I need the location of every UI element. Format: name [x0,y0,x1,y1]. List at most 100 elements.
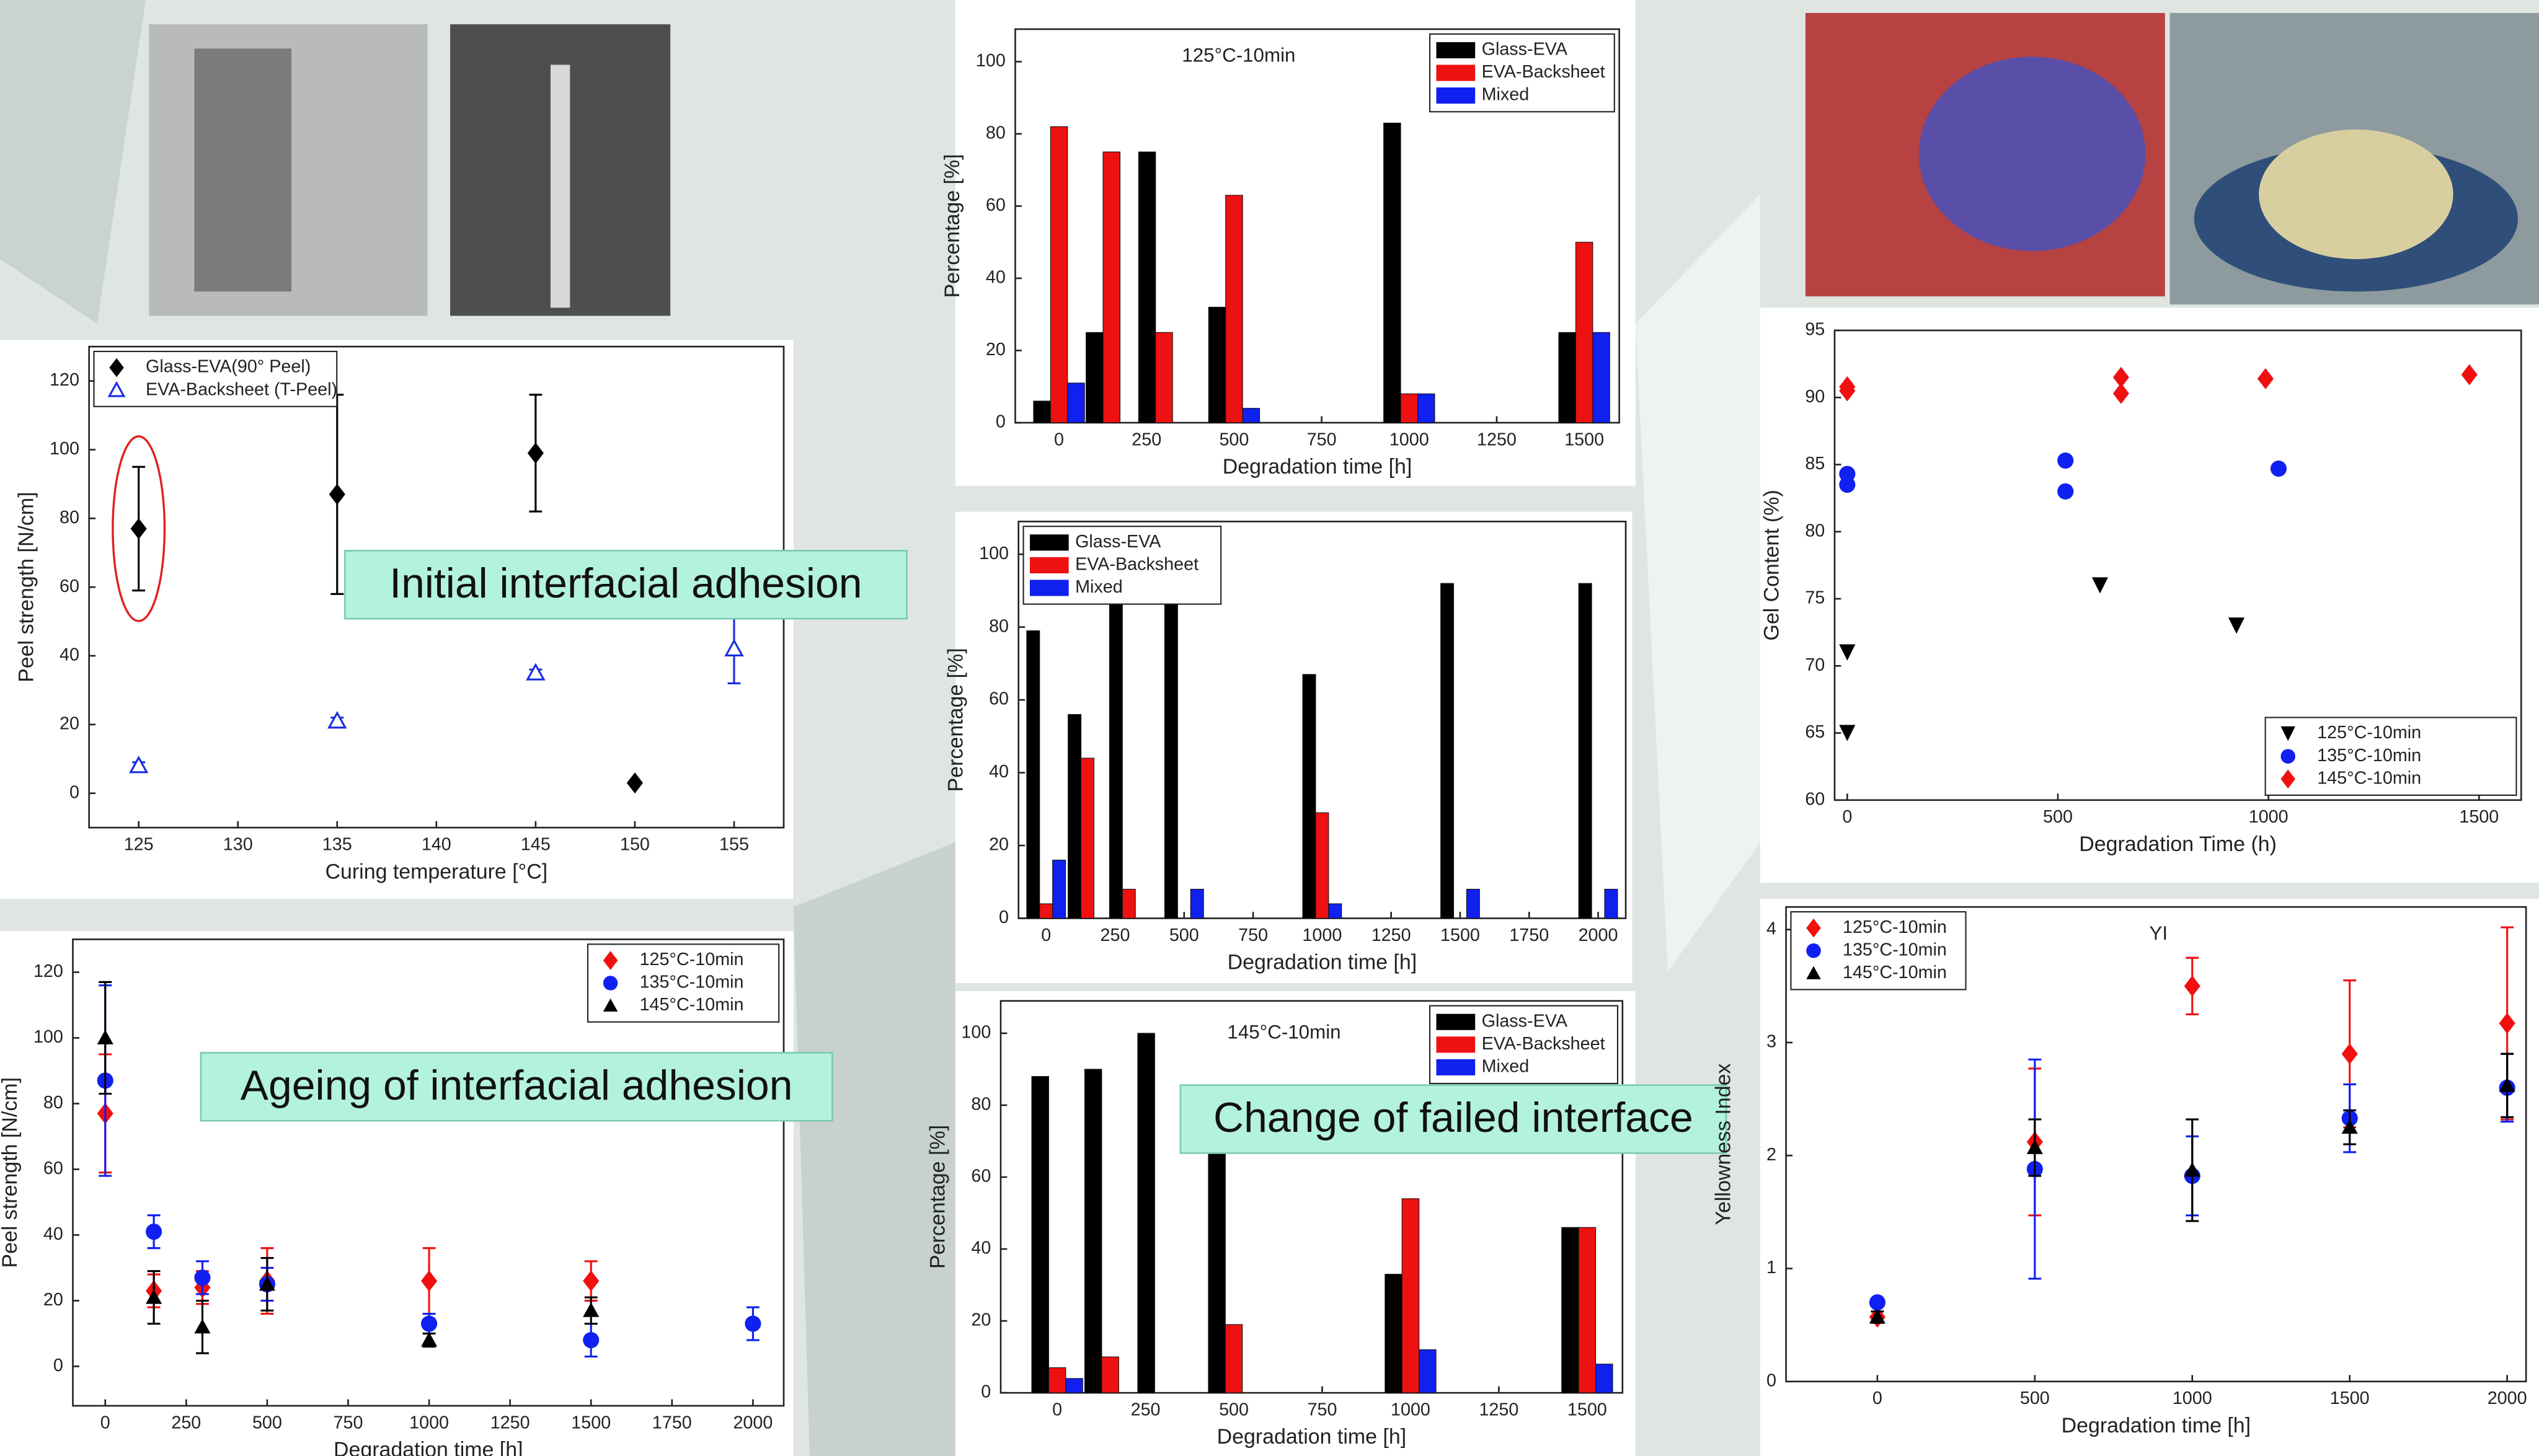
legend-swatch [1436,1036,1475,1052]
legend-label: EVA-Backsheet [1482,62,1605,82]
y-tick-label: 100 [979,544,1009,563]
legend-swatch [1436,42,1475,58]
photo-detail [551,65,570,308]
bar [1050,126,1067,423]
y-tick-label: 80 [989,616,1009,636]
bar [1032,1077,1048,1393]
y-axis-label: Percentage [%] [926,1125,950,1269]
x-tick-label: 1250 [490,1413,530,1432]
bar [1208,1131,1225,1393]
y-tick-label: 0 [981,1382,991,1402]
x-tick-label: 500 [1219,1400,1249,1419]
legend-swatch [1436,65,1475,81]
bar [1109,583,1122,918]
bar [1419,1349,1436,1393]
bar [1562,1227,1579,1393]
legend-label: 145°C-10min [2317,768,2421,788]
y-tick-label: 20 [971,1310,991,1330]
legend-label: Mixed [1482,85,1530,105]
y-tick-label: 40 [971,1238,991,1258]
y-tick-label: 80 [1805,521,1825,540]
x-tick-label: 1000 [409,1413,449,1432]
point [1869,1294,1885,1310]
bar [1068,383,1084,423]
x-tick-label: 1500 [1440,925,1480,945]
legend-swatch [1030,580,1069,596]
legend-label: 125°C-10min [1843,917,1947,937]
x-tick-label: 1250 [1479,1400,1518,1419]
y-tick-label: 40 [60,645,79,665]
x-tick-label: 125 [124,835,154,855]
point [745,1315,761,1331]
bar [1441,583,1454,918]
y-tick-label: 100 [961,1023,991,1043]
legend-label: Glass-EVA [1482,1011,1568,1031]
y-tick-label: 60 [971,1167,991,1186]
slide: 125130135140145150155020406080100120Curi… [0,0,2539,1456]
bar [1579,583,1592,918]
legend-swatch [1030,557,1069,573]
x-tick-label: 1250 [1477,430,1517,449]
bar [1068,715,1081,919]
bar [1190,889,1203,919]
legend-label: Glass-EVA [1075,532,1161,552]
x-tick-label: 750 [1238,925,1268,945]
bar [1086,332,1103,423]
x-tick-label: 250 [171,1413,201,1432]
legend-label: 135°C-10min [640,973,744,992]
legend-label: Glass-EVA(90° Peel) [146,357,311,377]
y-tick-label: 65 [1805,722,1825,742]
y-tick-label: 20 [43,1290,63,1310]
bar [1225,1325,1242,1393]
chart-title: YI [2149,922,2168,944]
x-tick-label: 250 [1131,1400,1161,1419]
x-tick-label: 0 [1872,1388,1882,1408]
bar [1401,394,1417,423]
bar [1385,1274,1402,1393]
y-tick-label: 90 [1805,387,1825,407]
x-tick-label: 1000 [1302,925,1342,945]
point [2271,461,2287,477]
y-tick-label: 20 [60,713,79,733]
bar [1027,631,1040,919]
bar [1417,394,1434,423]
legend-label: Mixed [1482,1056,1530,1076]
x-axis-label: Degradation time [h] [1217,1425,1407,1449]
x-tick-label: 0 [1041,925,1051,945]
y-tick-label: 60 [986,195,1006,215]
photo-detail [1919,56,2146,251]
y-tick-label: 70 [1805,655,1825,675]
bar [1208,307,1225,423]
y-tick-label: 20 [986,340,1006,360]
y-tick-label: 40 [43,1224,63,1244]
y-tick-label: 80 [971,1095,991,1114]
y-tick-label: 60 [43,1158,63,1178]
bar [1329,904,1342,918]
x-tick-label: 750 [1308,1400,1337,1419]
bar [1040,904,1053,918]
y-tick-label: 100 [33,1027,63,1047]
x-tick-label: 500 [2043,807,2073,827]
y-axis-label: Peel strength [N/cm] [0,1077,22,1268]
x-tick-label: 0 [1054,430,1064,449]
y-axis-label: Peel strength [N/cm] [14,492,38,682]
x-tick-label: 140 [422,835,451,855]
x-tick-label: 500 [2020,1388,2050,1408]
chart: 0250500750100012501500020406080100Degrad… [941,0,1636,486]
legend-swatch [1436,1059,1475,1075]
bar [1138,1033,1154,1393]
bar [1066,1379,1083,1393]
bar [1084,1069,1101,1393]
x-axis-label: Degradation Time (h) [2079,832,2277,856]
y-tick-label: 40 [986,268,1006,288]
y-tick-label: 0 [999,907,1009,927]
bar [1164,583,1177,918]
point [1839,477,1855,493]
legend-label: Mixed [1075,577,1123,597]
y-tick-label: 0 [1766,1370,1776,1390]
x-axis-label: Degradation time [h] [1228,951,1417,974]
y-axis-label: Percentage [%] [941,154,964,298]
x-tick-label: 1500 [2459,807,2499,827]
